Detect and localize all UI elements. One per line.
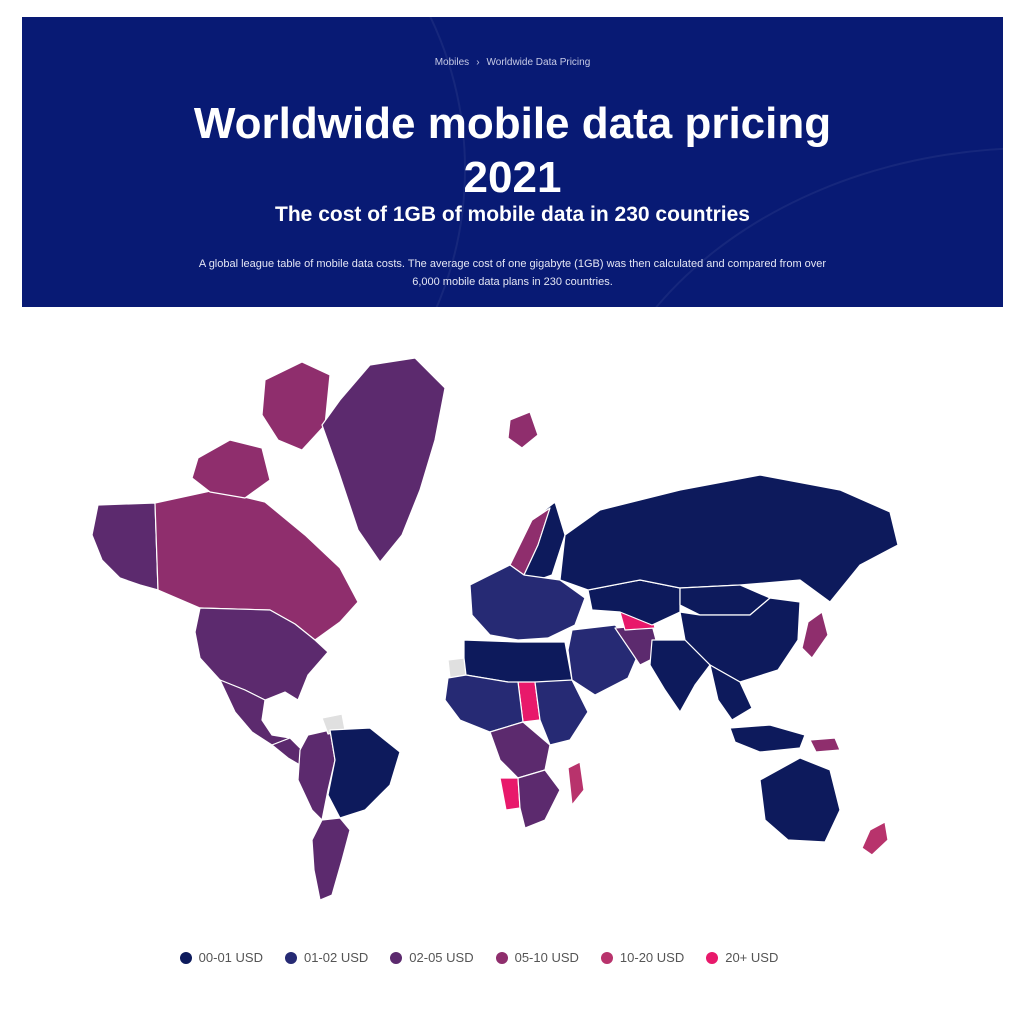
region-europe[interactable] [469, 564, 586, 641]
region-russia[interactable] [559, 474, 899, 603]
legend-item-b5[interactable]: 20+ USD [706, 950, 778, 965]
legend-label: 00-01 USD [198, 950, 263, 965]
breadcrumb: Mobiles › Worldwide Data Pricing [22, 57, 1003, 68]
region-east-africa[interactable] [534, 679, 589, 746]
page-title: Worldwide mobile data pricing 2021 [22, 97, 1003, 205]
legend-label: 20+ USD [725, 950, 779, 965]
region-central-africa[interactable] [489, 721, 551, 779]
page-title-line-2: 2021 [463, 153, 562, 202]
legend-item-b2[interactable]: 02-05 USD [390, 950, 474, 965]
region-mexico[interactable] [219, 679, 291, 746]
region-svalbard[interactable] [507, 411, 539, 449]
page-subtitle: The cost of 1GB of mobile data in 230 co… [275, 203, 750, 226]
legend-item-b1[interactable]: 01-02 USD [284, 950, 369, 965]
region-madagascar[interactable] [567, 761, 585, 806]
region-papua-new-guinea[interactable] [809, 737, 841, 753]
legend-dot [390, 951, 403, 964]
region-australia[interactable] [759, 757, 841, 843]
page-description: A global league table of mobile data cos… [132, 255, 893, 291]
legend-item-b4[interactable]: 10-20 USD [600, 950, 685, 965]
region-canadian-arctic[interactable] [261, 361, 331, 451]
legend-label: 02-05 USD [409, 950, 474, 965]
page-title-line-1: Worldwide mobile data pricing [193, 99, 832, 148]
region-usa[interactable] [194, 607, 329, 701]
region-southern-africa[interactable] [517, 769, 561, 829]
legend-dot [495, 951, 508, 964]
region-indonesia[interactable] [729, 724, 806, 753]
region-andes[interactable] [297, 729, 336, 821]
legend-label: 05-10 USD [514, 950, 579, 965]
region-india[interactable] [649, 639, 711, 713]
legend-dot [706, 951, 719, 964]
region-canadian-arctic-islands[interactable] [191, 439, 271, 499]
world-map-svg [91, 357, 899, 901]
legend-item-b3[interactable]: 05-10 USD [495, 950, 579, 965]
legend-dot [284, 951, 297, 964]
legend-dot [179, 951, 192, 964]
world-map [40, 340, 920, 920]
region-new-zealand[interactable] [861, 821, 889, 856]
region-southeast-asia[interactable] [709, 664, 753, 721]
legend-dot [600, 951, 613, 964]
region-namibia[interactable] [499, 777, 521, 811]
region-argentina[interactable] [311, 817, 351, 901]
page-description-line-1: A global league table of mobile data cos… [198, 258, 827, 270]
legend-label: 10-20 USD [619, 950, 685, 965]
breadcrumb-separator: › [476, 57, 480, 68]
map-legend: 00-01 USD 01-02 USD 02-05 USD 05-10 USD 10-2… [0, 950, 958, 965]
breadcrumb-link-mobiles[interactable]: Mobiles [434, 57, 470, 68]
region-brazil[interactable] [327, 727, 401, 819]
legend-label: 01-02 USD [303, 950, 369, 965]
region-japan[interactable] [801, 611, 829, 659]
region-greenland[interactable] [321, 357, 446, 563]
header-banner: Mobiles › Worldwide Data Pricing Worldwide… [22, 17, 1003, 307]
legend-item-b0[interactable]: 00-01 USD [179, 950, 263, 965]
region-alaska[interactable] [91, 502, 159, 591]
page-description-line-2: 6,000 mobile data plans in 230 countries… [412, 276, 613, 288]
region-west-africa[interactable] [444, 674, 524, 733]
breadcrumb-current[interactable]: Worldwide Data Pricing [486, 57, 591, 68]
